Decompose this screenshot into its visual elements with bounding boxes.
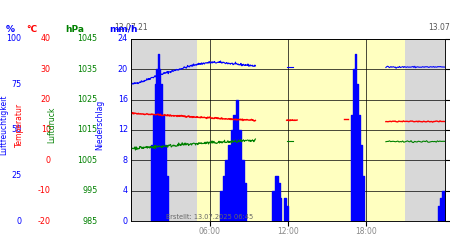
Text: 1045: 1045 xyxy=(77,34,98,43)
Text: 25: 25 xyxy=(11,171,22,180)
Text: 8: 8 xyxy=(123,156,128,165)
Text: 50: 50 xyxy=(12,126,22,134)
Text: 12: 12 xyxy=(117,126,128,134)
Text: 1025: 1025 xyxy=(77,95,98,104)
Text: 30: 30 xyxy=(41,65,51,74)
Text: Luftfeuchtigkeit: Luftfeuchtigkeit xyxy=(0,95,8,155)
Text: 10: 10 xyxy=(41,126,51,134)
Text: 0: 0 xyxy=(123,217,128,226)
Text: 985: 985 xyxy=(82,217,98,226)
Text: 1005: 1005 xyxy=(77,156,98,165)
Text: Niederschlag: Niederschlag xyxy=(95,100,104,150)
Bar xyxy=(197,39,405,221)
Text: 40: 40 xyxy=(41,34,51,43)
Bar xyxy=(405,39,445,221)
Text: 20: 20 xyxy=(117,65,128,74)
Bar xyxy=(131,39,197,221)
Text: 4: 4 xyxy=(123,186,128,195)
Text: mm/h: mm/h xyxy=(109,25,137,34)
Text: 75: 75 xyxy=(11,80,22,89)
Text: 100: 100 xyxy=(7,34,22,43)
Text: 1015: 1015 xyxy=(77,126,98,134)
Text: 0: 0 xyxy=(46,156,51,165)
Text: 0: 0 xyxy=(17,217,22,226)
Text: -10: -10 xyxy=(38,186,51,195)
Text: Luftdruck: Luftdruck xyxy=(47,107,56,143)
Text: 16: 16 xyxy=(118,95,128,104)
Text: 995: 995 xyxy=(82,186,98,195)
Text: hPa: hPa xyxy=(65,25,84,34)
Text: Temperatur: Temperatur xyxy=(15,103,24,147)
Text: -20: -20 xyxy=(38,217,51,226)
Text: 1035: 1035 xyxy=(77,65,98,74)
Text: 20: 20 xyxy=(40,95,51,104)
Text: °C: °C xyxy=(26,25,37,34)
Text: 24: 24 xyxy=(117,34,128,43)
Text: Erstellt: 13.07.2025 06:45: Erstellt: 13.07.2025 06:45 xyxy=(166,214,253,220)
Text: %: % xyxy=(5,25,14,34)
